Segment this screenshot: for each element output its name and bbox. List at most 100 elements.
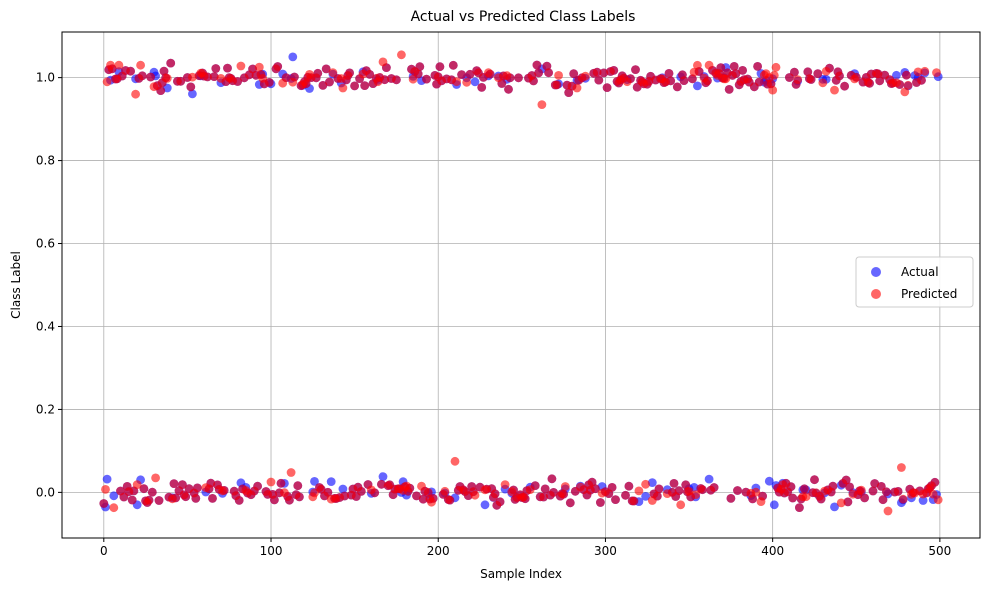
- predicted-point-162: [370, 488, 380, 498]
- predicted-point-402: [771, 62, 781, 72]
- predicted-point-150: [350, 81, 359, 91]
- x-tick-label-5: 500: [928, 544, 951, 558]
- predicted-series: [99, 50, 943, 516]
- predicted-point-479: [900, 87, 910, 97]
- predicted-point-265: [542, 61, 552, 71]
- predicted-point-72: [219, 486, 229, 495]
- predicted-point-441: [836, 498, 846, 508]
- predicted-point-497: [930, 477, 940, 487]
- predicted-point-379: [733, 486, 742, 495]
- predicted-point-154: [356, 487, 366, 496]
- predicted-point-40: [166, 58, 176, 68]
- actual-point-355: [693, 81, 702, 91]
- predicted-point-453: [856, 485, 866, 495]
- y-tick-label-0: 0.0: [36, 485, 55, 499]
- predicted-point-458: [865, 78, 874, 88]
- predicted-point-53: [188, 72, 197, 82]
- actual-point-143: [338, 484, 348, 494]
- predicted-point-64: [206, 478, 216, 488]
- predicted-point-356: [694, 67, 704, 76]
- predicted-point-33: [154, 496, 164, 505]
- x-tick-label-3: 300: [594, 544, 617, 558]
- predicted-point-242: [504, 84, 513, 94]
- predicted-point-320: [634, 486, 644, 496]
- x-tick-label-0: 0: [100, 544, 108, 558]
- x-axis-label: Sample Index: [480, 567, 562, 581]
- predicted-point-343: [672, 82, 682, 92]
- predicted-point-440: [835, 71, 844, 81]
- predicted-point-168: [380, 75, 390, 85]
- predicted-point-99: [264, 78, 274, 87]
- predicted-point-377: [729, 62, 739, 71]
- predicted-point-28: [146, 72, 156, 82]
- predicted-point-183: [405, 483, 415, 493]
- predicted-point-31: [151, 473, 161, 483]
- predicted-point-338: [664, 69, 674, 78]
- y-tick-label-5: 1.0: [36, 71, 55, 85]
- predicted-point-128: [313, 68, 323, 78]
- predicted-point-134: [323, 487, 333, 497]
- predicted-point-243: [505, 73, 515, 83]
- predicted-point-231: [485, 69, 495, 79]
- predicted-point-436: [828, 481, 838, 491]
- predicted-point-315: [626, 74, 635, 83]
- predicted-point-392: [754, 77, 764, 87]
- predicted-point-156: [360, 81, 370, 90]
- legend-marker-actual: [871, 267, 881, 277]
- predicted-point-278: [564, 88, 574, 97]
- predicted-point-197: [428, 494, 438, 503]
- predicted-point-271: [552, 80, 562, 90]
- predicted-point-476: [895, 80, 905, 89]
- predicted-point-269: [549, 488, 558, 497]
- predicted-point-480: [902, 70, 911, 80]
- predicted-point-487: [913, 67, 923, 77]
- predicted-point-318: [631, 65, 640, 74]
- predicted-point-42: [169, 479, 179, 488]
- predicted-point-210: [450, 456, 460, 466]
- plot-frame: [61, 31, 981, 539]
- predicted-point-446: [845, 482, 854, 492]
- predicted-point-358: [698, 485, 707, 495]
- predicted-point-5: [107, 64, 117, 74]
- predicted-point-38: [162, 74, 172, 83]
- predicted-point-466: [878, 495, 888, 505]
- predicted-point-411: [786, 482, 796, 492]
- predicted-point-276: [560, 482, 570, 491]
- actual-point-401: [769, 500, 779, 510]
- predicted-point-374: [724, 85, 734, 94]
- predicted-point-361: [703, 76, 712, 86]
- predicted-point-217: [462, 77, 472, 87]
- predicted-point-437: [830, 85, 839, 95]
- predicted-point-283: [572, 83, 582, 93]
- predicted-point-423: [806, 75, 816, 84]
- predicted-point-66: [209, 72, 219, 81]
- predicted-point-378: [731, 69, 741, 78]
- predicted-point-24: [139, 484, 149, 494]
- predicted-point-499: [933, 495, 943, 505]
- actual-point-6: [109, 491, 119, 501]
- predicted-point-369: [716, 63, 726, 72]
- actual-point-474: [892, 70, 901, 80]
- predicted-point-463: [873, 69, 883, 79]
- predicted-point-268: [547, 474, 557, 484]
- predicted-point-147: [345, 68, 354, 78]
- predicted-point-288: [581, 71, 590, 81]
- predicted-point-425: [810, 475, 819, 485]
- actual-point-222: [470, 77, 480, 87]
- predicted-point-294: [591, 484, 600, 494]
- predicted-point-93: [254, 62, 264, 72]
- y-tick-label-1: 0.2: [36, 402, 55, 416]
- predicted-point-475: [893, 487, 903, 496]
- predicted-point-245: [509, 485, 518, 495]
- predicted-point-222: [470, 490, 480, 500]
- predicted-point-175: [392, 75, 401, 85]
- predicted-point-237: [495, 497, 505, 507]
- predicted-point-400: [768, 85, 778, 95]
- predicted-point-191: [418, 494, 428, 504]
- actual-point-167: [378, 472, 388, 481]
- predicted-point-421: [803, 67, 813, 77]
- predicted-point-62: [203, 72, 212, 82]
- predicted-point-130: [316, 484, 326, 494]
- predicted-point-275: [559, 489, 568, 499]
- predicted-point-347: [679, 76, 689, 85]
